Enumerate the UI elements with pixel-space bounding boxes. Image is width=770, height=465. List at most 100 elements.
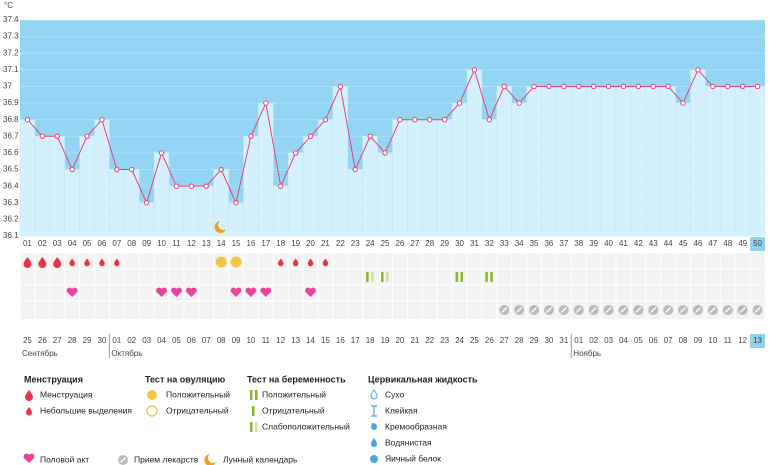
icon xyxy=(147,390,157,400)
intercourse-marker xyxy=(245,287,257,297)
point xyxy=(561,83,567,90)
medication-marker xyxy=(739,307,746,313)
point xyxy=(54,133,60,140)
date-label: 04 xyxy=(619,336,628,345)
medication-marker xyxy=(694,307,701,313)
point xyxy=(546,83,552,90)
day-label: 29 xyxy=(440,239,449,248)
bar xyxy=(526,86,542,237)
point xyxy=(158,150,165,156)
y-tick-label: 37.3 xyxy=(3,32,19,41)
y-tick-label: 37.2 xyxy=(3,48,19,57)
icon xyxy=(255,390,258,400)
flow-marker xyxy=(292,258,299,267)
medication-marker xyxy=(605,307,612,313)
point xyxy=(441,116,448,123)
point xyxy=(173,183,180,189)
intercourse-marker xyxy=(260,287,272,297)
intercourse-marker xyxy=(171,287,182,297)
point xyxy=(576,83,582,90)
bar xyxy=(481,119,498,237)
point xyxy=(665,83,671,90)
day-label: 25 xyxy=(381,239,390,248)
bar xyxy=(719,86,736,237)
point xyxy=(590,83,597,90)
icon xyxy=(23,453,35,463)
bar xyxy=(749,86,766,237)
date-label: 30 xyxy=(97,336,106,345)
day-label: 28 xyxy=(425,239,434,248)
legend-item: Отрицательный xyxy=(166,405,229,415)
day-label: 41 xyxy=(619,239,628,248)
day-label: 24 xyxy=(366,239,375,248)
day-label: 15 xyxy=(232,239,241,248)
day-label: 18 xyxy=(276,239,285,248)
bar xyxy=(496,86,512,237)
bar xyxy=(183,185,200,237)
intercourse-marker xyxy=(305,287,316,297)
day-label: 38 xyxy=(574,239,583,248)
point xyxy=(471,67,478,73)
point xyxy=(114,166,120,173)
date-label: 04 xyxy=(157,336,166,345)
day-label: 47 xyxy=(708,239,717,248)
medication-marker xyxy=(620,307,627,313)
medication-marker xyxy=(575,307,582,313)
medication-marker xyxy=(545,307,552,313)
date-label: 01 xyxy=(112,336,121,345)
bar xyxy=(168,185,185,237)
day-label: 11 xyxy=(172,239,181,248)
point xyxy=(382,150,388,156)
flow-marker xyxy=(307,258,314,267)
bar xyxy=(585,86,602,237)
ovulation-marker xyxy=(215,256,227,268)
point xyxy=(129,166,135,173)
date-label: 12 xyxy=(276,336,285,345)
point xyxy=(188,183,195,189)
day-label: 13 xyxy=(202,239,211,248)
legend-title: Менструация xyxy=(24,374,83,384)
point xyxy=(248,133,254,140)
flow-marker xyxy=(69,258,75,267)
point xyxy=(84,133,90,140)
date-label: 05 xyxy=(172,336,181,345)
legend-item: Прием лекарств xyxy=(134,454,199,464)
point xyxy=(24,116,31,123)
day-label: 07 xyxy=(112,239,121,248)
legend-title: Тест на овуляцию xyxy=(145,374,226,384)
moon-marker xyxy=(214,221,227,233)
bar xyxy=(19,119,36,237)
medication-marker xyxy=(650,307,657,313)
y-tick-label: 36.3 xyxy=(3,198,19,207)
point xyxy=(412,116,418,123)
point xyxy=(292,150,299,156)
icon xyxy=(255,422,258,432)
day-label: 14 xyxy=(217,239,226,248)
point xyxy=(337,83,344,90)
y-tick-label: 36.4 xyxy=(3,181,19,190)
flow-marker xyxy=(23,257,32,268)
point xyxy=(620,83,627,90)
point xyxy=(367,133,373,140)
date-label: 03 xyxy=(604,336,613,345)
day-label: 21 xyxy=(321,239,330,248)
icon xyxy=(146,405,158,417)
point xyxy=(695,67,701,73)
day-label: 17 xyxy=(261,239,270,248)
y-unit: °C xyxy=(4,1,13,10)
legend-item: Положительный xyxy=(262,389,326,399)
pregnancy-marker xyxy=(490,272,493,282)
y-tick-label: 37.4 xyxy=(3,15,19,24)
date-label: 24 xyxy=(455,336,464,345)
date-label: 05 xyxy=(634,336,643,345)
legend-item: Яичный белок xyxy=(385,453,441,463)
point xyxy=(263,100,269,106)
legend-title: Тест на беременность xyxy=(247,374,346,384)
day-label: 23 xyxy=(351,239,360,248)
month-label: Сентябрь xyxy=(22,349,58,358)
pregnancy-marker xyxy=(386,272,389,282)
point xyxy=(397,116,403,123)
bar xyxy=(600,86,617,237)
medication-marker xyxy=(590,307,597,313)
date-label: 25 xyxy=(470,336,479,345)
